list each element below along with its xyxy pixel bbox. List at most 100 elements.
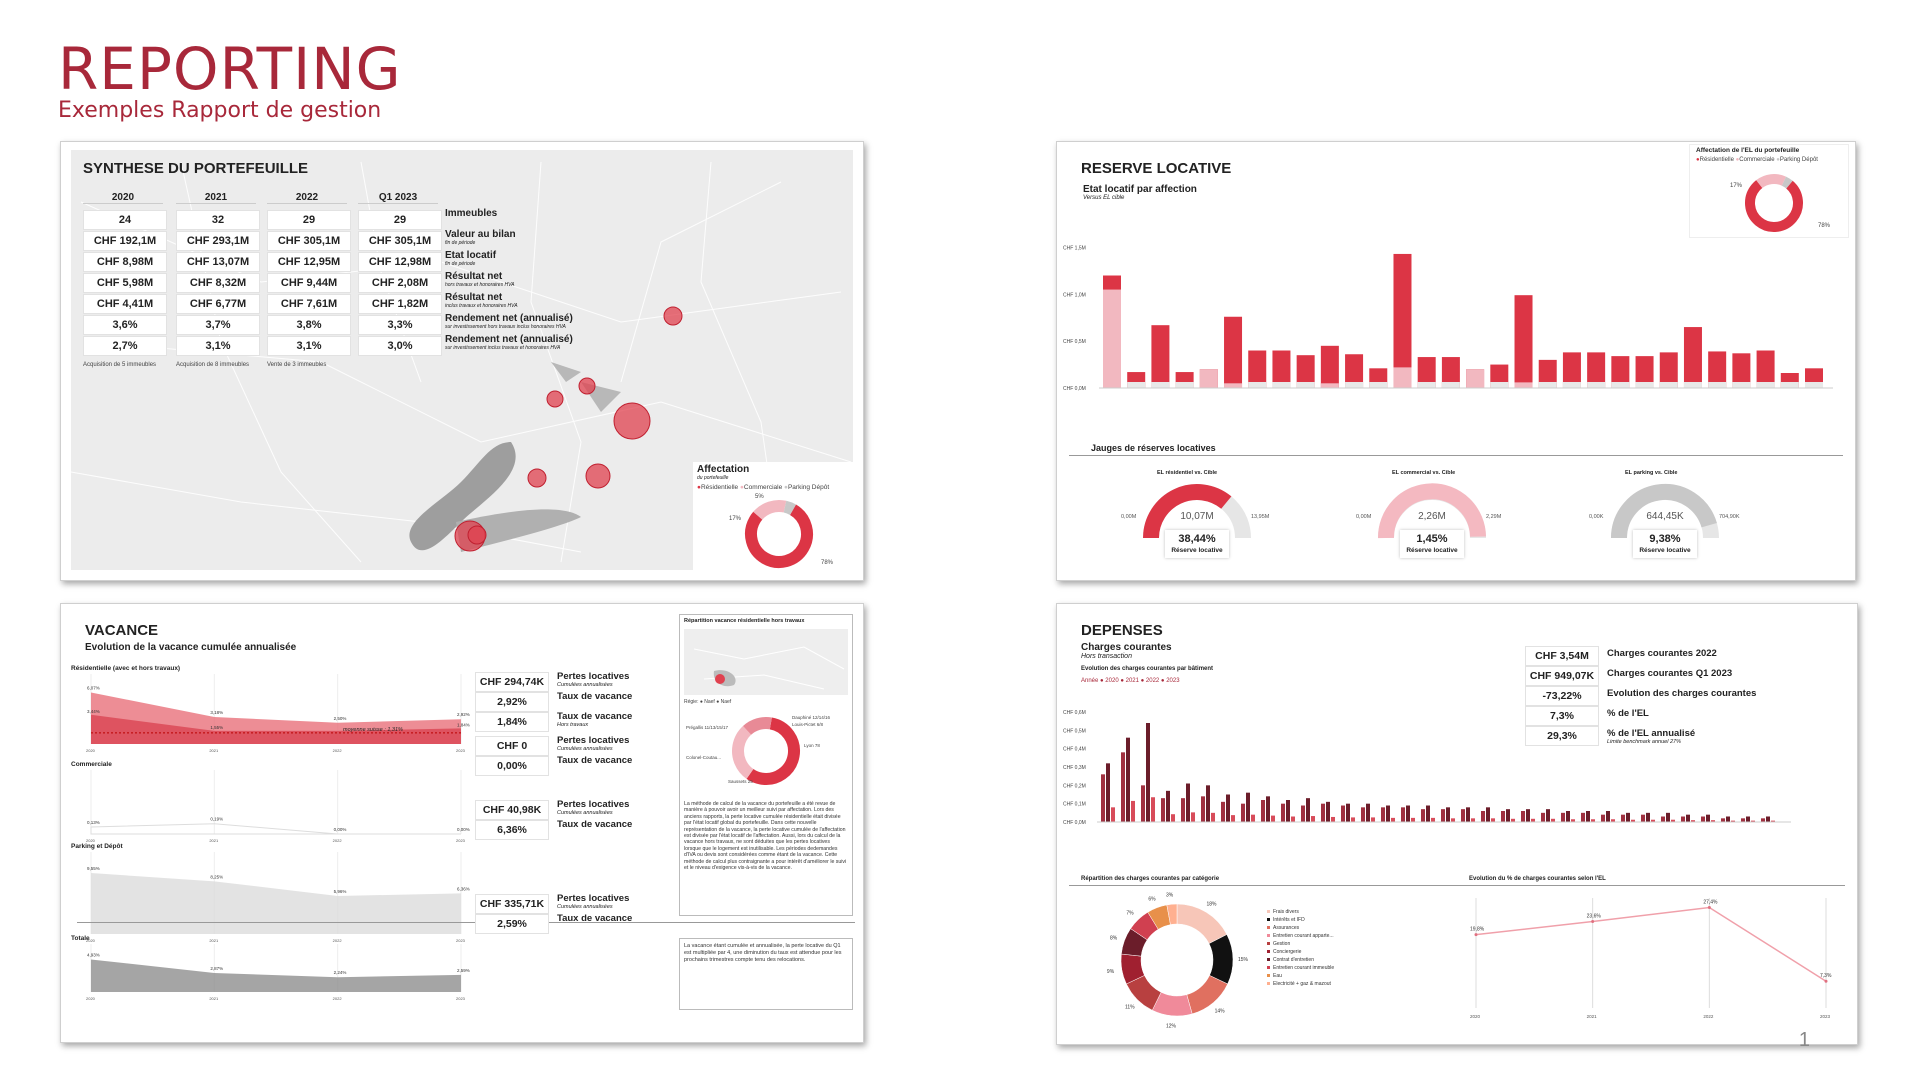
bar-2022 bbox=[1466, 807, 1470, 822]
charges-bar-chart: CHF 0,0M CHF 0,1M CHF 0,2M CHF 0,3M CHF 0,4M… bbox=[1063, 710, 1791, 826]
gauge-fill bbox=[1377, 483, 1486, 539]
charges-pie-chart: 18% 15% 14% 12% 11% 9% 8% 7% 6% 3% Frais divers Int… bbox=[1107, 892, 1334, 1029]
pie-slice bbox=[1166, 903, 1178, 925]
kpi-value: 7,3% bbox=[1525, 706, 1599, 726]
slice-label: 17% bbox=[729, 516, 742, 522]
table-cell: CHF 2,08M bbox=[358, 273, 442, 293]
row-label: Résultat net hors travaux et honoraires H… bbox=[445, 271, 605, 288]
bar-2021 bbox=[1301, 805, 1305, 822]
kpi-label-text: Pertes locatives bbox=[557, 671, 630, 682]
gauge-fill bbox=[1143, 484, 1232, 539]
kpi-label-sub: Cumulées annualisées bbox=[557, 682, 613, 688]
y-tick: CHF 0,4M bbox=[1063, 747, 1086, 753]
kpi-label-text: Charges courantes 2022 bbox=[1607, 648, 1717, 659]
kpi-value: CHF 294,74K bbox=[475, 672, 549, 692]
bar-2021 bbox=[1121, 752, 1125, 822]
bar bbox=[1659, 352, 1678, 388]
point-label: 2,87% bbox=[210, 966, 223, 971]
bar-2023 bbox=[1171, 814, 1175, 822]
gauge-box bbox=[1400, 530, 1464, 558]
data-label: 23,6% bbox=[1587, 913, 1602, 919]
area-hors-travaux bbox=[91, 714, 461, 744]
vacance-side-card: Répartition vacance résidentielle hors t… bbox=[679, 614, 853, 916]
bar-2023 bbox=[1491, 818, 1495, 822]
bar-base bbox=[1562, 382, 1581, 388]
bar-base bbox=[1756, 382, 1775, 388]
gauge-max: 2,29M bbox=[1486, 514, 1502, 520]
kpi-label-text: Taux de vacance bbox=[557, 711, 633, 722]
kpi-label-text: Taux de vacance bbox=[557, 755, 633, 766]
point-label: 5,96% bbox=[334, 889, 347, 894]
legend-swatch bbox=[1267, 958, 1270, 961]
x-tick: 2022 bbox=[333, 748, 343, 753]
reserve-chart-title: Etat locatif par affection bbox=[1083, 184, 1197, 195]
table-cell: 32 bbox=[176, 210, 260, 230]
page-number: 1 bbox=[1798, 1029, 1810, 1051]
bar-2022 bbox=[1546, 809, 1550, 822]
bar-2021 bbox=[1681, 816, 1685, 822]
affectation-legend: ●Résidentielle ●Commerciale ●Parking Dép… bbox=[697, 484, 830, 491]
bar bbox=[1320, 345, 1339, 388]
legend-item: Entretien courant apparte... bbox=[1273, 933, 1334, 939]
bar-2023 bbox=[1751, 820, 1755, 822]
section-name: Totale bbox=[71, 935, 90, 942]
row-label-sub: sur investissement inclus travaux et hon… bbox=[445, 345, 561, 351]
bar-base bbox=[1611, 382, 1630, 388]
bar-2021 bbox=[1721, 818, 1725, 822]
kpi-label: Taux de vacance bbox=[557, 820, 677, 830]
table-cell: 3,1% bbox=[176, 336, 260, 356]
gauge-min: 0,00M bbox=[1121, 514, 1137, 520]
x-tick: 2022 bbox=[333, 938, 343, 943]
row-label-sub: fin de période bbox=[445, 240, 476, 246]
bar-2021 bbox=[1661, 816, 1665, 822]
row-label: Résultat net inclus travaux et honoraires… bbox=[445, 292, 605, 309]
legend-item: Conciergerie bbox=[1273, 949, 1302, 955]
side-label: Saussets 25 bbox=[728, 779, 753, 784]
bar-base bbox=[1805, 382, 1823, 388]
x-tick: 2020 bbox=[86, 996, 96, 1001]
bar-2021 bbox=[1581, 812, 1585, 822]
row-label-text: Valeur au bilan bbox=[445, 229, 516, 240]
bar-base bbox=[1151, 382, 1170, 388]
x-tick: 2022 bbox=[333, 838, 343, 843]
x-tick: 2023 bbox=[456, 748, 466, 753]
slice-label: 78% bbox=[1818, 223, 1831, 229]
kpi-value: 29,3% bbox=[1525, 726, 1599, 746]
kpi-label: Taux de vacance Hors travaux bbox=[557, 711, 677, 729]
affectation-title: Affectation bbox=[697, 464, 750, 475]
legend-item: Electricité + gaz & mazout bbox=[1273, 981, 1332, 987]
charges-line-chart: 2020 2021 2022 2023 19,8% 23,6% 27,4% 7,3% bbox=[1470, 898, 1832, 1019]
slice-label: 3% bbox=[1166, 892, 1174, 898]
bar-2022 bbox=[1306, 798, 1310, 822]
bar-2023 bbox=[1331, 816, 1335, 822]
pie-title: Répartition des charges courantes par ca… bbox=[1081, 876, 1223, 882]
bar-2022 bbox=[1726, 816, 1730, 822]
point-label: 1,55% bbox=[210, 725, 223, 730]
bar-2022 bbox=[1626, 812, 1630, 822]
kpi-label-sub: Cumulées annualisées bbox=[557, 904, 613, 910]
bar-2021 bbox=[1761, 818, 1765, 822]
side-label: Louis-Pictet 6/8 bbox=[792, 722, 824, 727]
legend-swatch bbox=[1267, 974, 1270, 977]
data-point bbox=[1824, 979, 1828, 983]
x-tick: 2023 bbox=[1820, 1014, 1831, 1019]
table-cell: 3,1% bbox=[267, 336, 351, 356]
data-label: 7,3% bbox=[1820, 973, 1832, 979]
gauge-pct: 9,38% bbox=[1649, 533, 1681, 545]
synthese-title: SYNTHESE DU PORTEFEUILLE bbox=[83, 160, 309, 177]
slice-label: 15% bbox=[1238, 957, 1249, 963]
reserve-bar-chart: CHF 0,0M CHF 0,5M CHF 1,0M CHF 1,5M bbox=[1063, 245, 1833, 392]
bar-2022 bbox=[1406, 805, 1410, 822]
bar-light bbox=[1224, 383, 1243, 388]
bar-2022 bbox=[1206, 785, 1210, 822]
trend-line bbox=[1475, 906, 1827, 982]
bar bbox=[1248, 350, 1267, 388]
bar bbox=[1587, 352, 1606, 388]
depenses-divider bbox=[1069, 885, 1845, 886]
bar-2021 bbox=[1281, 803, 1285, 822]
gauge-fill bbox=[1611, 483, 1717, 539]
bar-2021 bbox=[1141, 785, 1145, 822]
bar-2023 bbox=[1691, 820, 1695, 822]
data-label: 19,8% bbox=[1470, 927, 1485, 933]
bar-base bbox=[1248, 382, 1267, 388]
